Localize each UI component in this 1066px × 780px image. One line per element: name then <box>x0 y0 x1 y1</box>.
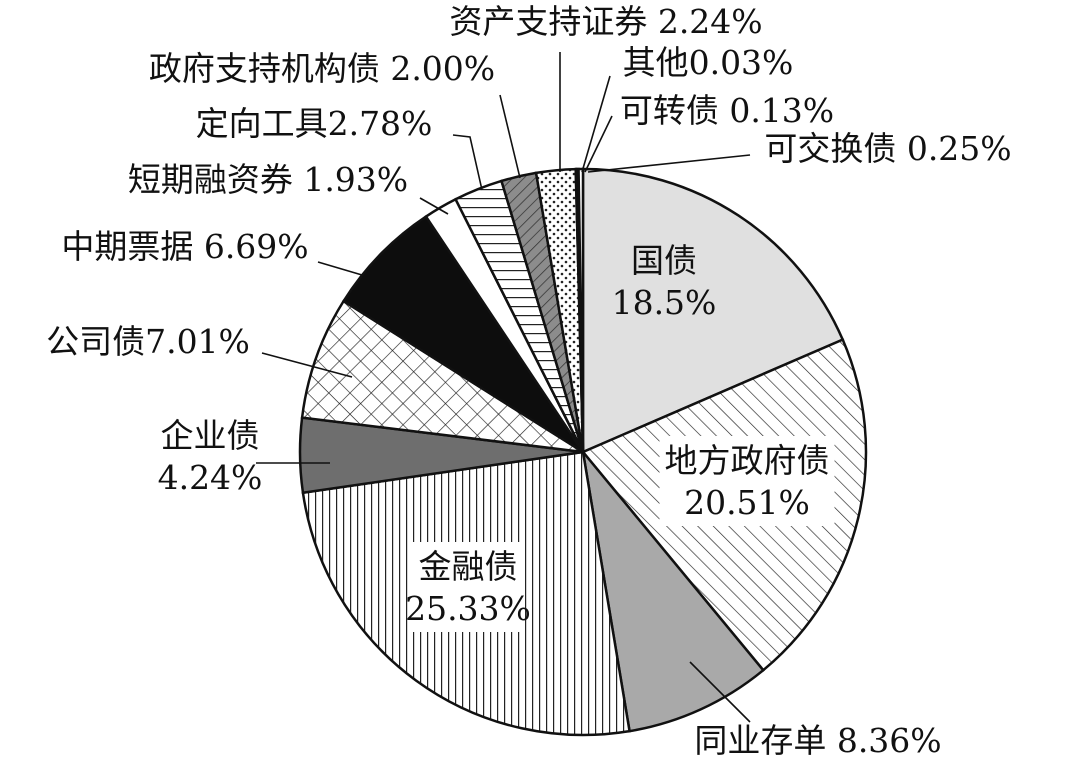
slice-label-9-line-1: 定向工具2.78% <box>196 104 433 143</box>
slice-label-11: 资产支持证券 2.24% <box>449 2 762 41</box>
slice-label-10: 政府支持机构债 2.00% <box>149 49 495 88</box>
slice-label-1-line-2: 18.5% <box>612 283 717 322</box>
leader-line-13 <box>584 115 613 173</box>
leader-line-10 <box>499 94 521 179</box>
slice-label-7: 中期票据 6.69% <box>61 227 308 266</box>
slice-label-13-line-1: 可转债 0.13% <box>620 91 834 130</box>
slice-label-6: 公司债7.01% <box>46 322 250 361</box>
slice-label-5-line-2: 4.24% <box>158 458 263 497</box>
slice-label-9: 定向工具2.78% <box>196 104 433 143</box>
leader-line-9 <box>452 134 483 191</box>
slice-label-bg-4 <box>412 542 524 632</box>
slice-label-14-line-1: 可交换债 0.25% <box>764 129 1011 168</box>
slice-label-5-line-1: 企业债 <box>161 416 260 455</box>
slice-label-bg-2 <box>659 436 835 526</box>
leader-line-8 <box>419 197 449 215</box>
slice-label-7-line-1: 中期票据 6.69% <box>61 227 308 266</box>
slice-label-12-line-1: 其他0.03% <box>623 43 794 82</box>
slice-label-6-line-1: 公司债7.01% <box>46 322 250 361</box>
slice-label-12: 其他0.03% <box>623 43 794 82</box>
leader-line-7 <box>317 261 363 276</box>
slice-label-3: 同业存单 8.36% <box>694 721 941 760</box>
slice-label-8: 短期融资券 1.93% <box>128 160 408 199</box>
slice-label-14: 可交换债 0.25% <box>764 129 1011 168</box>
leader-lines <box>256 52 751 723</box>
slice-label-3-line-1: 同业存单 8.36% <box>694 721 941 760</box>
slice-label-13: 可转债 0.13% <box>620 91 834 130</box>
pie-slice-3 <box>581 447 766 733</box>
slice-label-4-line-1: 金融债 <box>419 547 518 586</box>
leader-line-6 <box>261 352 353 378</box>
slice-label-10-line-1: 政府支持机构债 2.00% <box>149 49 495 88</box>
slice-label-2-line-1: 地方政府债 <box>665 441 830 480</box>
pie-slice-1 <box>581 167 845 454</box>
leader-line-14 <box>587 154 751 173</box>
slice-label-2-line-2: 20.51% <box>684 483 810 522</box>
slice-label-1-line-1: 国债 <box>631 241 697 280</box>
slice-label-4-line-2: 25.33% <box>405 589 531 628</box>
pie-slice-7 <box>341 214 585 454</box>
leader-line-3 <box>689 661 751 723</box>
pie-slice-6 <box>300 299 584 454</box>
leader-line-12 <box>581 75 611 173</box>
slice-label-8-line-1: 短期融资券 1.93% <box>128 160 408 199</box>
slice-label-11-line-1: 资产支持证券 2.24% <box>449 2 762 41</box>
